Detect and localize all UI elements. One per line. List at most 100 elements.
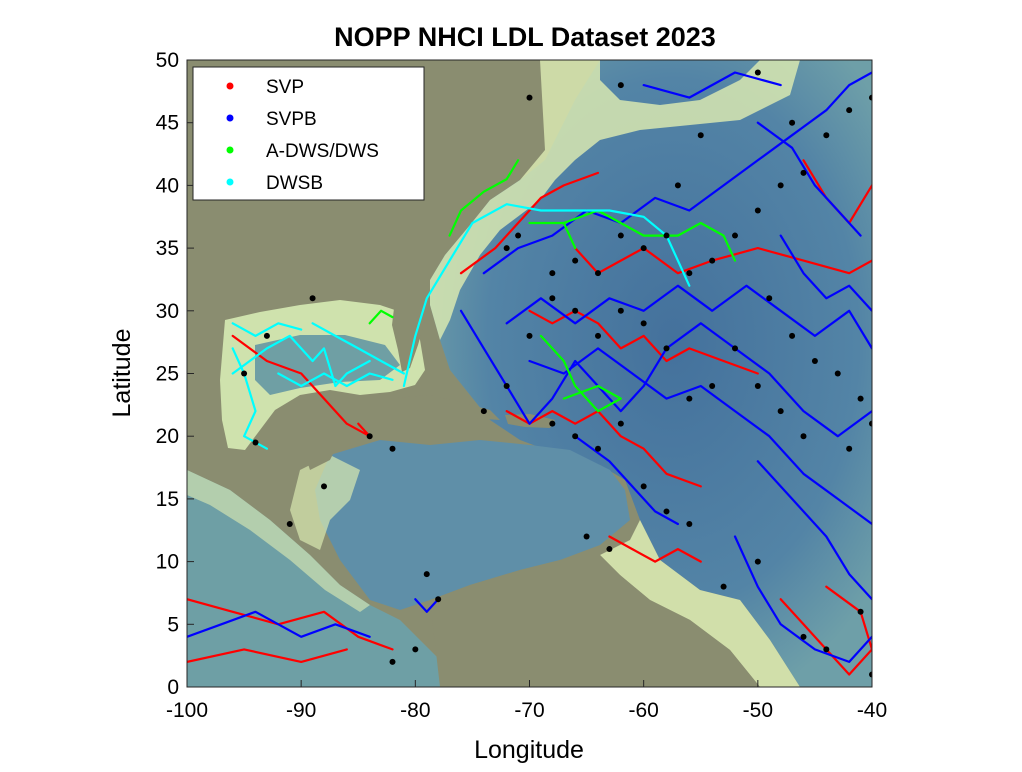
end-marker	[857, 608, 864, 615]
end-marker	[595, 445, 601, 452]
end-marker	[549, 295, 556, 302]
track-svp-2	[528, 309, 759, 375]
x-axis-ticks: -100 -90 -80 -70 -60 -50 -40	[166, 680, 887, 722]
end-marker	[800, 433, 807, 440]
y-tick-label: 40	[156, 174, 179, 197]
end-marker	[686, 395, 693, 402]
end-marker	[754, 207, 761, 214]
map-area	[187, 60, 872, 687]
track-a-dws-dws-3	[368, 309, 394, 325]
cuba	[395, 395, 500, 420]
track-svpb-3	[528, 347, 872, 526]
y-axis-ticks: 0 5 10 15 20 25 30 35 40 45 50	[156, 49, 194, 699]
legend-marker	[226, 82, 234, 90]
x-tick-label: -50	[743, 699, 773, 722]
track-svpb-6	[733, 535, 872, 663]
end-marker	[800, 633, 807, 640]
yucatan	[300, 398, 345, 470]
end-marker	[686, 270, 693, 277]
y-tick-label: 50	[156, 49, 179, 72]
track-svpb-2	[505, 284, 872, 350]
track-dwsb-1	[231, 334, 371, 388]
end-marker	[389, 445, 396, 452]
legend-marker	[226, 146, 234, 154]
end-marker	[595, 270, 601, 277]
end-marker	[777, 182, 784, 189]
track-a-dws-dws-1	[528, 209, 737, 262]
end-marker	[823, 132, 830, 139]
track-svpb-1	[482, 71, 872, 275]
track-svpb-11	[779, 234, 872, 312]
end-marker	[823, 646, 830, 653]
end-marker	[640, 245, 647, 252]
chart-title: NOPP NHCI LDL Dataset 2023	[334, 22, 716, 52]
end-marker	[663, 345, 670, 352]
end-marker	[869, 94, 872, 101]
end-marker	[412, 646, 419, 653]
track-dwsb-4	[231, 322, 303, 337]
track-dwsb-2	[231, 347, 268, 450]
end-marker	[766, 295, 773, 302]
track-svp-1	[459, 171, 600, 275]
end-marker	[789, 119, 796, 126]
end-marker	[640, 320, 647, 327]
track-svp-8	[187, 648, 348, 663]
end-marker	[617, 232, 624, 239]
end-marker	[869, 420, 872, 427]
end-marker	[617, 420, 624, 427]
end-marker	[754, 69, 761, 76]
track-svpb-7	[756, 460, 872, 601]
track-svp-7	[187, 598, 394, 651]
y-tick-label: 20	[156, 425, 179, 448]
end-marker	[617, 307, 624, 314]
end-marker	[732, 345, 738, 352]
end-marker	[754, 383, 761, 390]
end-marker	[606, 546, 613, 553]
end-marker	[640, 483, 647, 490]
legend-marker	[226, 178, 234, 186]
y-tick-label: 30	[156, 300, 179, 323]
x-tick-label: -100	[166, 699, 208, 722]
end-marker	[503, 383, 510, 390]
end-marker	[572, 257, 579, 264]
end-marker	[709, 383, 716, 390]
end-marker	[480, 408, 487, 415]
end-marker	[720, 583, 727, 590]
track-a-dws-dws-0	[448, 159, 520, 237]
end-marker	[572, 307, 579, 314]
x-tick-label: -40	[857, 699, 887, 722]
end-marker	[241, 370, 248, 377]
legend-label: SVPB	[266, 109, 317, 130]
track-dwsb-3	[311, 322, 405, 375]
legend-marker	[226, 114, 234, 122]
x-axis-label: Longitude	[474, 736, 584, 764]
end-marker	[252, 439, 259, 446]
end-marker	[754, 558, 761, 565]
end-marker	[777, 408, 784, 415]
end-marker	[526, 332, 533, 339]
end-marker	[686, 520, 693, 527]
end-marker	[389, 658, 396, 665]
continental-shelf-north	[430, 60, 800, 340]
legend-label: DWSB	[266, 173, 323, 194]
drifter-tracks	[187, 71, 872, 676]
continental-shelf-south	[600, 520, 800, 687]
y-tick-label: 0	[167, 676, 179, 699]
end-marker	[709, 257, 716, 264]
track-svpb-9	[414, 598, 440, 613]
y-tick-label: 10	[156, 551, 179, 574]
y-tick-label: 25	[156, 363, 179, 386]
y-tick-label: 35	[156, 237, 179, 260]
end-marker	[846, 107, 853, 114]
end-marker	[595, 332, 601, 339]
x-tick-label: -70	[514, 699, 544, 722]
legend-label: A-DWS/DWS	[266, 141, 379, 162]
end-marker	[846, 445, 853, 452]
end-marker	[572, 433, 579, 440]
end-marker	[697, 132, 704, 139]
y-axis-label: Latitude	[108, 329, 136, 418]
y-tick-label: 5	[167, 613, 179, 636]
track-svpb-4	[574, 435, 679, 526]
track-svp-4	[574, 247, 872, 275]
track-dwsb-5	[277, 372, 394, 388]
